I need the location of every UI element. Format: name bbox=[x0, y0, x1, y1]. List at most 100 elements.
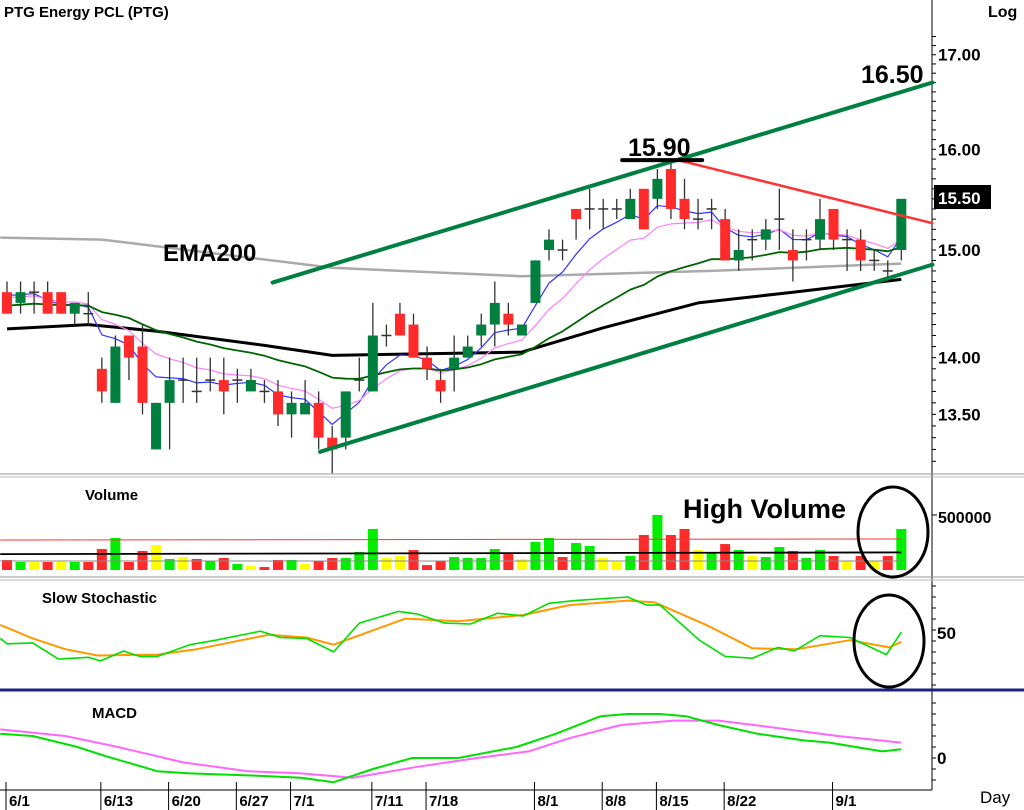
candle-down bbox=[123, 335, 134, 358]
volume-bar bbox=[516, 559, 527, 570]
price-axis-tick-label: 15.00 bbox=[938, 241, 981, 260]
volume-bar bbox=[286, 559, 297, 570]
candle-down bbox=[855, 239, 866, 261]
volume-bar bbox=[855, 556, 866, 570]
volume-bar bbox=[896, 528, 907, 570]
ema200-path bbox=[0, 236, 902, 278]
candle-down bbox=[218, 380, 229, 392]
volume-axis-tick: 500000 bbox=[938, 510, 991, 527]
date-label: 6/27 bbox=[239, 793, 268, 810]
price-axis-tick-label: 13.50 bbox=[938, 405, 981, 424]
volume-ma-line bbox=[0, 551, 902, 555]
candle-up bbox=[462, 346, 473, 358]
volume-bar bbox=[489, 548, 500, 570]
high-volume-circle bbox=[856, 485, 930, 579]
resistance-trendline bbox=[676, 158, 934, 225]
candle-up bbox=[625, 198, 636, 220]
volume-bar bbox=[625, 556, 636, 570]
last-price-value: 15.50 bbox=[938, 189, 981, 208]
volume-bar bbox=[828, 556, 839, 570]
ema200-line bbox=[0, 236, 902, 278]
candle-up bbox=[760, 229, 771, 240]
candle-down bbox=[422, 357, 433, 369]
volume-bar bbox=[300, 563, 311, 570]
volume-ma-line bbox=[0, 538, 902, 541]
date-label: 6/1 bbox=[9, 793, 30, 810]
candle-down bbox=[313, 402, 324, 438]
date-label: 8/15 bbox=[659, 793, 688, 810]
candle-down bbox=[394, 313, 405, 336]
volume-bar bbox=[449, 557, 460, 570]
volume-bar bbox=[151, 545, 162, 570]
volume-bar bbox=[882, 556, 893, 570]
date-label: 8/1 bbox=[537, 793, 558, 810]
volume-panel: Volume 500000 High Volume bbox=[0, 485, 991, 579]
candle-up bbox=[530, 260, 541, 303]
candle-down bbox=[56, 292, 67, 314]
date-axis: 6/1 6/13 6/20 6/27 7/1 7/11 7/18 8/1 8/8 8/15 8/22… bbox=[5, 782, 856, 810]
volume-average-lines bbox=[0, 538, 902, 562]
volume-bar bbox=[693, 549, 704, 570]
candle-up bbox=[151, 402, 162, 450]
lower-channel-trendline bbox=[318, 262, 935, 454]
candle-down bbox=[327, 437, 338, 450]
candle-down bbox=[435, 380, 446, 392]
candle-down bbox=[137, 346, 148, 403]
stochastic-panel: Slow Stochastic 50 bbox=[0, 585, 956, 689]
price-axis-tick-label: 17.00 bbox=[938, 46, 981, 65]
volume-bar bbox=[178, 557, 189, 570]
volume-bar bbox=[720, 544, 731, 570]
volume-bar bbox=[422, 565, 433, 570]
volume-bar bbox=[42, 561, 53, 570]
volume-bar bbox=[205, 560, 216, 570]
volume-bar bbox=[571, 543, 582, 570]
volume-bar bbox=[367, 528, 378, 570]
candle-down bbox=[679, 198, 690, 220]
date-label: 6/13 bbox=[104, 793, 133, 810]
candle-down bbox=[571, 208, 582, 220]
stochastic-d-line bbox=[0, 599, 902, 657]
volume-bar bbox=[774, 547, 785, 570]
candle-up bbox=[15, 292, 26, 303]
stochastic-circle bbox=[852, 593, 926, 689]
candle-up bbox=[245, 380, 256, 392]
volume-bar bbox=[435, 560, 446, 570]
volume-bar bbox=[408, 549, 419, 570]
candle-up bbox=[449, 357, 460, 369]
volume-bar bbox=[584, 546, 595, 570]
volume-bar bbox=[313, 560, 324, 570]
volume-bar bbox=[652, 515, 663, 570]
macd-signal-line bbox=[0, 719, 902, 779]
candlesticks bbox=[2, 159, 907, 474]
volume-bar bbox=[2, 559, 12, 570]
volume-bar bbox=[598, 558, 609, 570]
candle-down bbox=[273, 391, 283, 415]
volume-bar bbox=[273, 559, 283, 570]
stochastic-axis-tick: 50 bbox=[937, 624, 956, 643]
candle-up bbox=[489, 302, 500, 325]
candle-up bbox=[544, 239, 554, 250]
volume-bar bbox=[191, 559, 202, 570]
candle-up bbox=[516, 324, 527, 336]
price-axis-tick-label: 14.00 bbox=[938, 349, 981, 368]
candle-up bbox=[367, 335, 378, 392]
candle-up bbox=[340, 391, 351, 438]
macd-panel: MACD 0 bbox=[0, 702, 946, 784]
volume-bar bbox=[476, 558, 487, 570]
volume-bar bbox=[340, 558, 351, 570]
volume-bar bbox=[232, 563, 243, 570]
volume-bar bbox=[327, 558, 338, 570]
volume-bar bbox=[815, 549, 825, 570]
candle-up bbox=[300, 402, 311, 415]
candle-down bbox=[665, 168, 676, 209]
candle-down bbox=[638, 188, 649, 230]
candle-up bbox=[476, 324, 487, 336]
stochastic-label: Slow Stochastic bbox=[42, 590, 157, 607]
macd-main-line bbox=[0, 713, 902, 784]
volume-bar bbox=[83, 561, 94, 570]
last-price-box: 15.50 bbox=[934, 185, 991, 209]
volume-bar bbox=[557, 557, 568, 570]
candle-down bbox=[42, 292, 53, 314]
date-label: 7/11 bbox=[375, 793, 403, 810]
